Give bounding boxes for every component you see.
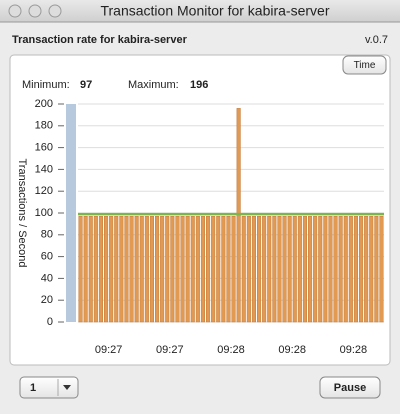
bar	[374, 216, 379, 323]
min-value: 97	[80, 79, 92, 91]
title-bar	[0, 0, 400, 22]
header-title: Transaction rate for kabira-server	[12, 34, 188, 46]
pause-button-label: Pause	[334, 382, 366, 394]
y-tick-label: 180	[35, 120, 53, 132]
bar	[175, 216, 180, 323]
bar	[318, 216, 323, 323]
bar	[343, 216, 348, 323]
bar	[333, 216, 338, 323]
bar	[282, 216, 287, 323]
bar	[338, 216, 343, 323]
bar	[231, 216, 236, 323]
bar	[257, 216, 262, 323]
bar	[124, 216, 129, 323]
x-tick-label: 09:28	[217, 344, 245, 356]
bar	[328, 216, 333, 323]
bar	[308, 216, 313, 323]
y-tick-label: 100	[35, 207, 53, 219]
bar	[267, 216, 272, 323]
y-tick-label: 120	[35, 185, 53, 197]
bar	[78, 216, 83, 323]
bar	[185, 216, 190, 323]
bar	[211, 216, 216, 323]
bar	[272, 216, 277, 323]
dropdown[interactable]	[19, 376, 79, 399]
bar	[297, 216, 302, 323]
bar	[323, 216, 328, 323]
bar	[119, 216, 124, 323]
minimize-button[interactable]	[28, 4, 42, 18]
y-tick-label: 80	[41, 229, 53, 241]
bar	[262, 216, 267, 323]
bar	[241, 216, 246, 323]
min-label: Minimum:	[22, 79, 70, 91]
y-tick-label: 20	[41, 294, 53, 306]
y-tick-label: 60	[41, 251, 53, 263]
bar	[313, 216, 318, 323]
bar	[144, 216, 149, 323]
bar	[216, 216, 221, 323]
bar	[353, 216, 358, 323]
x-tick-label: 09:27	[95, 344, 123, 356]
max-value: 196	[190, 79, 208, 91]
time-button-label: Time	[354, 60, 376, 71]
bar	[165, 216, 170, 323]
bar	[359, 216, 364, 323]
bar	[190, 216, 195, 323]
bar	[104, 216, 109, 323]
axis-strip	[66, 104, 76, 322]
y-tick-label: 200	[35, 98, 53, 110]
bar	[348, 216, 353, 323]
version: v.0.7	[365, 34, 388, 46]
bar	[114, 216, 119, 323]
y-tick-label: 40	[41, 272, 53, 284]
bar	[369, 216, 374, 323]
bar	[155, 216, 160, 323]
bar	[287, 216, 292, 323]
bar	[195, 216, 200, 323]
y-tick-label: 160	[35, 142, 53, 154]
zoom-button[interactable]	[48, 4, 62, 18]
bar	[134, 216, 139, 323]
bar	[98, 216, 103, 323]
bar	[206, 216, 211, 323]
x-tick-label: 09:27	[156, 344, 184, 356]
bar	[139, 216, 144, 323]
close-button[interactable]	[8, 4, 22, 18]
dropdown-arrow	[63, 385, 71, 390]
dropdown-value: 1	[30, 382, 36, 394]
bar	[160, 216, 165, 323]
time-button[interactable]	[342, 55, 387, 75]
bar	[292, 216, 297, 323]
bar	[129, 216, 134, 323]
bar	[246, 216, 251, 323]
bar	[364, 216, 369, 323]
bar	[149, 216, 154, 323]
bar	[221, 216, 226, 323]
bar	[200, 216, 205, 323]
bar	[302, 216, 307, 323]
bar	[251, 216, 256, 323]
y-tick-label: 0	[47, 316, 53, 328]
max-label: Maximum:	[128, 79, 179, 91]
bar	[83, 216, 88, 323]
bar	[226, 216, 231, 323]
x-tick-label: 09:28	[340, 344, 368, 356]
bar	[170, 216, 175, 323]
bar	[379, 216, 384, 323]
bar	[277, 216, 282, 323]
bar	[88, 216, 93, 323]
bar	[180, 216, 185, 323]
bar	[109, 216, 114, 323]
window-title: Transaction Monitor for kabira-server	[100, 3, 329, 19]
pause-button[interactable]	[319, 376, 381, 399]
x-tick-label: 09:28	[278, 344, 306, 356]
y-axis-title: Transactions / Second	[16, 158, 28, 267]
y-tick-label: 140	[35, 163, 53, 175]
bar	[93, 216, 98, 323]
